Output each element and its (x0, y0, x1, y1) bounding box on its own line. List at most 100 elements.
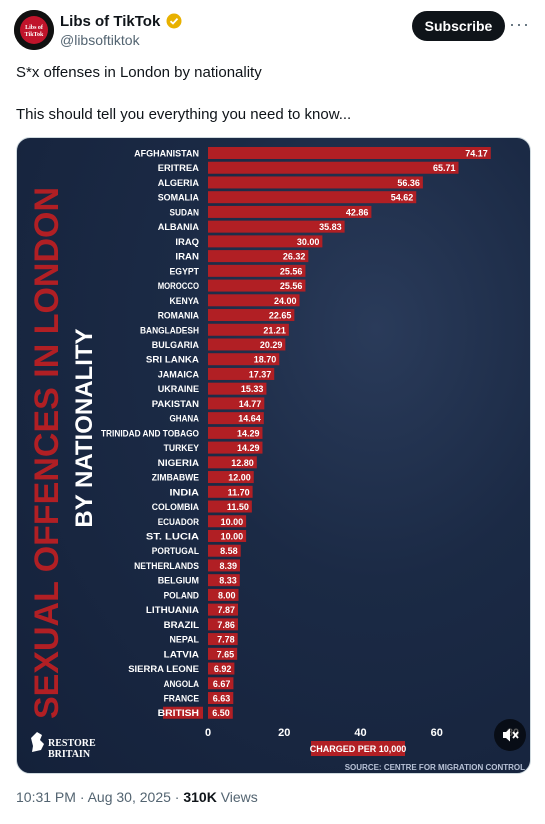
author-handle[interactable]: @libsoftiktok (60, 32, 140, 48)
category-label: LATVIA (164, 649, 200, 660)
bar-st-lucia (208, 529, 247, 542)
x-axis-label-background (311, 741, 405, 756)
value-label: 11.50 (227, 502, 249, 512)
avatar-text-2: TikTok (25, 32, 44, 38)
category-label: NETHERLANDS (134, 561, 199, 572)
tweet-text-line-2: This should tell you everything you need… (16, 106, 352, 123)
bar-iraq (208, 235, 323, 248)
author-name[interactable]: Libs of TikTok (60, 13, 161, 30)
value-label: 10.00 (221, 517, 244, 527)
category-label: BELGIUM (158, 576, 199, 587)
views-label: Views (216, 789, 258, 805)
verified-badge-icon (166, 13, 182, 29)
value-label: 56.36 (397, 178, 420, 188)
bar-belgium (208, 574, 240, 587)
bar-lithuania (208, 603, 239, 616)
category-label: TRINIDAD AND TOBAGO (101, 428, 199, 439)
category-label: ECUADOR (158, 517, 199, 528)
category-label: FRANCE (164, 694, 199, 705)
bar-british (208, 706, 233, 719)
value-labels-group: 74.17 65.71 56.36 54.62 42.86 35.83 30.00 26.32… (212, 149, 488, 719)
category-label: KENYA (170, 296, 200, 307)
value-label: 15.33 (241, 384, 264, 394)
value-label: 22.65 (269, 311, 292, 321)
bar-zimbabwe (208, 471, 254, 484)
mute-button[interactable] (494, 719, 526, 751)
x-axis-label: CHARGED PER 10,000 (310, 744, 407, 754)
tweet-text-line-1: S*x offenses in London by nationality (16, 64, 262, 81)
tweet-metadata: 10:31 PM · Aug 30, 2025 · 310K Views (16, 789, 258, 805)
chart-title: SEXUAL OFFENCES IN LONDON (28, 187, 66, 719)
value-label: 6.50 (212, 708, 230, 718)
bar-sri-lanka (208, 353, 280, 366)
category-label: ERITREA (158, 163, 199, 174)
value-label: 25.56 (280, 266, 303, 276)
value-label: 14.64 (238, 414, 261, 424)
value-label: 21.21 (263, 325, 286, 335)
bar-iran (208, 250, 309, 263)
bar-morocco (208, 279, 306, 292)
bar-sierra-leone (208, 662, 235, 675)
bar-pakistan (208, 397, 265, 410)
bar-latvia (208, 647, 238, 660)
value-label: 8.58 (220, 546, 238, 556)
avatar-logo-icon: Libs of TikTok (14, 10, 54, 50)
bar-egypt (208, 264, 306, 277)
x-tick-label: 20 (278, 727, 290, 739)
category-label: SIERRA LEONE (128, 664, 199, 675)
x-tick-label: 0 (205, 727, 211, 739)
value-label: 35.83 (319, 222, 342, 232)
bar-sudan (208, 205, 372, 218)
category-label: NEPAL (170, 635, 200, 646)
value-label: 8.00 (218, 590, 236, 600)
value-label: 25.56 (280, 281, 303, 291)
value-label: 42.86 (346, 207, 369, 217)
x-tick-label: 40 (354, 727, 366, 739)
bar-nepal (208, 633, 238, 646)
category-label: PORTUGAL (152, 546, 199, 557)
category-label: BULGARIA (152, 340, 199, 351)
category-label: INDIA (170, 487, 200, 498)
category-labels-group: AFGHANISTAN ERITREA ALGERIA SOMALIA SUDAN ALB… (101, 149, 203, 719)
bar-ukraine (208, 382, 267, 395)
category-label: COLOMBIA (152, 502, 199, 513)
category-label: TURKEY (164, 443, 200, 454)
bar-romania (208, 309, 295, 322)
bar-bangladesh (208, 323, 289, 336)
category-label: IRAQ (175, 237, 199, 248)
category-label: SOMALIA (158, 193, 199, 204)
subscribe-button[interactable]: Subscribe (412, 11, 505, 41)
value-label: 26.32 (283, 252, 306, 262)
category-label: ANGOLA (164, 679, 200, 690)
value-label: 10.00 (221, 531, 244, 541)
bar-angola (208, 677, 234, 690)
category-label: BANGLADESH (140, 325, 199, 336)
category-label: ST. LUCIA (146, 531, 199, 542)
category-label: SRI LANKA (146, 355, 199, 366)
bar-algeria (208, 176, 423, 189)
bar-poland (208, 588, 239, 601)
tweet-media-image[interactable]: SEXUAL OFFENCES IN LONDON BY NATIONALITY… (16, 137, 531, 774)
category-label: BRAZIL (164, 620, 200, 631)
x-tick-label: 60 (431, 727, 443, 739)
value-label: 54.62 (391, 193, 414, 203)
category-label: SUDAN (170, 207, 200, 218)
more-horizontal-icon[interactable]: ··· (509, 14, 530, 34)
value-label: 14.29 (237, 443, 260, 453)
value-label: 18.70 (254, 355, 277, 365)
avatar[interactable]: Libs of TikTok (14, 10, 54, 50)
tweet-timestamp[interactable]: 10:31 PM · Aug 30, 2025 · (16, 789, 184, 805)
category-label: PAKISTAN (152, 399, 199, 410)
speaker-muted-icon (503, 728, 519, 742)
bar-ecuador (208, 515, 247, 528)
bar-turkey (208, 441, 263, 454)
category-label: BRITISH (158, 708, 199, 719)
bars-group (208, 147, 491, 719)
category-label: IRAN (175, 252, 199, 263)
bar-afghanistan (208, 147, 491, 159)
value-label: 12.80 (231, 458, 254, 468)
category-label: ROMANIA (158, 311, 199, 322)
bar-colombia (208, 500, 252, 513)
highlight-label-background (163, 706, 203, 719)
value-label: 7.65 (217, 649, 235, 659)
